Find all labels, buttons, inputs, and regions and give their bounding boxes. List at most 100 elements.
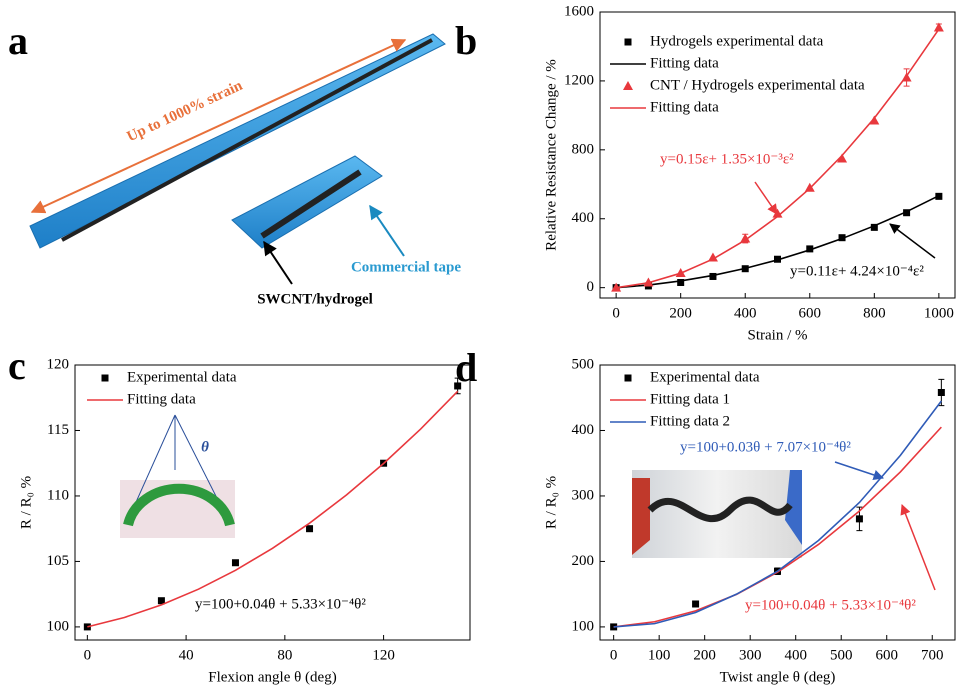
data-point <box>692 600 700 608</box>
plot-frame <box>74 364 471 641</box>
y-tick-label: 800 <box>572 141 595 157</box>
data-point <box>937 389 945 396</box>
plot-frame <box>599 11 956 299</box>
strain-arrow <box>30 38 407 214</box>
y-tick-label: 400 <box>572 422 595 438</box>
annotation-arrow <box>889 223 936 259</box>
inset-strip <box>647 496 793 523</box>
y-tick-label: 110 <box>47 487 69 503</box>
annotation: y=100+0.03θ + 7.07×10⁻⁴θ² <box>680 439 851 455</box>
inset-clamp <box>632 478 650 555</box>
data-point <box>677 278 685 286</box>
y-tick-label: 115 <box>47 422 69 438</box>
data-point <box>855 515 863 523</box>
x-tick-label: 800 <box>863 305 886 321</box>
x-tick-label: 0 <box>612 305 620 321</box>
inset-arc <box>123 483 235 527</box>
x-tick-label: 600 <box>799 305 822 321</box>
annotation-arrow <box>834 461 884 480</box>
x-tick-label: 700 <box>921 647 944 663</box>
data-point <box>870 223 878 231</box>
y-tick-label: 0 <box>587 279 595 295</box>
y-axis-label: R / R₀ % <box>543 476 559 529</box>
inset-c <box>120 414 235 538</box>
fit-line <box>616 28 940 289</box>
data-point <box>306 525 314 533</box>
data-point <box>838 234 846 242</box>
data-point <box>806 245 814 253</box>
fit-line <box>613 400 942 628</box>
x-tick-label: 80 <box>277 647 292 663</box>
data-point <box>707 252 718 262</box>
y-axis-label: Relative Resistance Change / % <box>543 59 559 251</box>
inset-clamp <box>785 470 802 545</box>
panel-a: a Up to 1000% strain SWCNT/hydrogel Comm… <box>8 18 461 307</box>
tape-label: Commercial tape <box>351 259 461 275</box>
x-tick-label: 200 <box>693 647 716 663</box>
legend-label: Fitting data 2 <box>650 413 730 429</box>
tape-arrow <box>369 204 405 257</box>
annotation: θ <box>201 439 209 455</box>
panel-label: b <box>455 18 477 63</box>
sample-arrow <box>263 240 293 285</box>
x-tick-label: 600 <box>875 647 898 663</box>
data-point <box>903 209 911 217</box>
annotation: y=0.15ε+ 1.35×10⁻³ε² <box>660 151 794 167</box>
fit-line <box>613 426 942 628</box>
legend-marker <box>101 374 109 382</box>
x-axis-label: Strain / % <box>748 327 808 343</box>
y-tick-label: 400 <box>572 210 595 226</box>
legend-marker <box>624 38 632 46</box>
x-tick-label: 0 <box>84 647 92 663</box>
panel-label: d <box>455 345 477 390</box>
sample-label: SWCNT/hydrogel <box>257 291 373 307</box>
y-axis-label: R / R₀ % <box>18 476 34 529</box>
x-tick-label: 500 <box>830 647 853 663</box>
inset-d <box>632 470 802 558</box>
legend-marker <box>624 374 632 382</box>
legend-label: Fitting data <box>650 55 719 71</box>
plot-frame <box>599 364 956 641</box>
legend-marker <box>623 81 633 90</box>
annotation: y=0.11ε+ 4.24×10⁻⁴ε² <box>790 263 924 279</box>
legend-label: Fitting data <box>127 391 196 407</box>
legend-label: Fitting data 1 <box>650 391 730 407</box>
y-tick-label: 105 <box>47 553 70 569</box>
x-axis-label: Twist angle θ (deg) <box>720 669 836 685</box>
x-tick-label: 100 <box>648 647 671 663</box>
x-tick-label: 0 <box>610 647 618 663</box>
panel-label: a <box>8 18 28 63</box>
data-point <box>740 233 751 243</box>
data-point <box>231 559 239 567</box>
data-point <box>933 22 944 32</box>
annotation-arrow <box>754 181 778 215</box>
legend-label: Experimental data <box>650 369 760 385</box>
x-tick-label: 40 <box>179 647 194 663</box>
data-point <box>157 597 165 605</box>
long-strip <box>61 38 433 242</box>
x-tick-label: 400 <box>784 647 807 663</box>
data-point <box>804 182 815 192</box>
x-tick-label: 300 <box>739 647 762 663</box>
y-tick-label: 120 <box>47 356 70 372</box>
panel-label: c <box>8 343 26 388</box>
annotation: y=100+0.04θ + 5.33×10⁻⁴θ² <box>195 596 366 612</box>
y-tick-label: 100 <box>47 618 70 634</box>
y-tick-label: 200 <box>572 553 595 569</box>
legend-label: Fitting data <box>650 99 719 115</box>
x-axis-label: Flexion angle θ (deg) <box>208 669 336 685</box>
data-point <box>837 153 848 163</box>
data-point <box>454 382 462 390</box>
legend-label: Experimental data <box>127 369 237 385</box>
fit-line <box>616 194 940 289</box>
data-point <box>709 272 717 280</box>
annotation: y=100+0.04θ + 5.33×10⁻⁴θ² <box>745 597 916 613</box>
y-tick-label: 1200 <box>564 72 594 88</box>
x-tick-label: 400 <box>734 305 757 321</box>
data-point <box>869 115 880 125</box>
annotation-arrow <box>900 504 936 591</box>
y-tick-label: 1600 <box>564 3 594 19</box>
fit-line <box>87 390 459 628</box>
y-tick-label: 100 <box>572 618 595 634</box>
